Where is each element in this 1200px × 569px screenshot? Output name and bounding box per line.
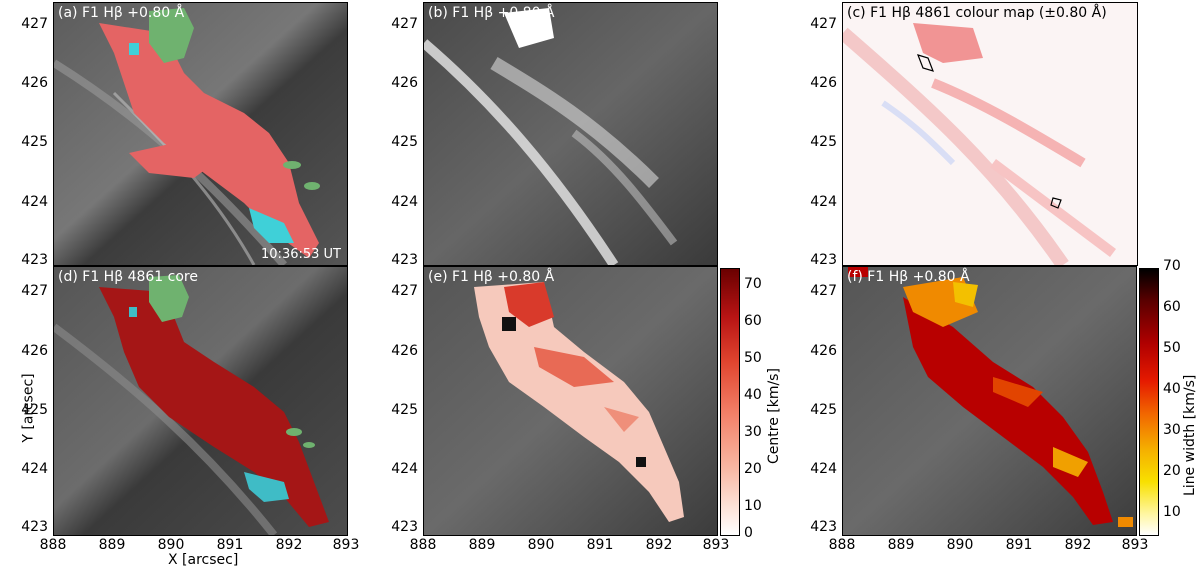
panel-f-title: (f) F1 Hβ +0.80 Å — [847, 269, 970, 285]
xtick-label: 889 — [98, 537, 126, 553]
colorbar-tick: 30 — [1163, 422, 1181, 438]
xtick-label: 890 — [527, 537, 555, 553]
ytick-label: 427 — [391, 16, 418, 32]
ytick-label: 426 — [810, 343, 837, 359]
ytick-label: 425 — [21, 134, 48, 150]
panel-d-title: (d) F1 Hβ 4861 core — [58, 269, 198, 285]
ytick-label: 423 — [21, 519, 48, 535]
ytick-label: 424 — [21, 461, 48, 477]
xtick-label: 891 — [1005, 537, 1033, 553]
mask-dark-red-region — [99, 287, 329, 527]
ytick-label: 427 — [21, 283, 48, 299]
xtick-label: 890 — [157, 537, 185, 553]
colorbar-tick: 20 — [744, 461, 762, 477]
ytick-label: 426 — [810, 75, 837, 91]
xtick-label: 888 — [409, 537, 437, 553]
xtick-label: 890 — [946, 537, 974, 553]
panel-a-image — [54, 3, 347, 265]
ytick-label: 425 — [391, 134, 418, 150]
xtick-label: 891 — [216, 537, 244, 553]
ytick-label: 426 — [391, 75, 418, 91]
mask-green-region — [149, 8, 194, 63]
panel-f: (f) F1 Hβ +0.80 Å — [842, 266, 1137, 536]
panel-e: (e) F1 Hβ +0.80 Å — [423, 266, 718, 536]
colorbar-tick: 40 — [1163, 381, 1181, 397]
ytick-label: 423 — [21, 252, 48, 268]
mask-red-region — [99, 23, 319, 258]
panel-a-title: (a) F1 Hβ +0.80 Å — [58, 5, 185, 21]
ytick-label: 424 — [391, 194, 418, 210]
panel-b: (b) F1 Hβ +0.80 Å — [423, 2, 718, 266]
xtick-label: 889 — [887, 537, 915, 553]
ytick-label: 427 — [810, 283, 837, 299]
colorbar-tick: 20 — [1163, 463, 1181, 479]
xtick-label: 893 — [332, 537, 360, 553]
colorbar-tick: 50 — [744, 350, 762, 366]
ytick-label: 423 — [391, 252, 418, 268]
panel-c-title: (c) F1 Hβ 4861 colour map (±0.80 Å) — [847, 5, 1107, 21]
ytick-label: 424 — [391, 461, 418, 477]
ytick-label: 425 — [21, 402, 48, 418]
ytick-label: 427 — [21, 16, 48, 32]
colorbar-tick: 60 — [744, 313, 762, 329]
panel-b-image — [424, 3, 717, 265]
colorbar-tick: 10 — [1163, 504, 1181, 520]
panel-e-image — [424, 267, 717, 535]
panel-e-title: (e) F1 Hβ +0.80 Å — [428, 269, 555, 285]
xtick-label: 893 — [702, 537, 730, 553]
ytick-label: 427 — [810, 16, 837, 32]
mask-centre-velocity — [474, 282, 684, 522]
xtick-label: 888 — [39, 537, 67, 553]
xtick-label: 888 — [828, 537, 856, 553]
ytick-label: 426 — [391, 343, 418, 359]
line-width-colorbar-label: Line width [km/s] — [1182, 374, 1198, 496]
ytick-label: 426 — [21, 343, 48, 359]
colorbar-tick: 70 — [744, 276, 762, 292]
ytick-label: 425 — [810, 402, 837, 418]
line-width-colorbar — [1139, 268, 1159, 536]
panel-f-image — [843, 267, 1136, 535]
ytick-label: 423 — [810, 252, 837, 268]
panel-d: (d) F1 Hβ 4861 core — [53, 266, 348, 536]
x-axis-label: X [arcsec] — [168, 552, 239, 568]
colorbar-tick: 30 — [744, 424, 762, 440]
ytick-label: 425 — [391, 402, 418, 418]
xtick-label: 893 — [1121, 537, 1149, 553]
y-axis-label: Y [arcsec] — [20, 373, 37, 443]
xtick-label: 891 — [586, 537, 614, 553]
ytick-label: 424 — [21, 194, 48, 210]
centre-colorbar — [720, 268, 740, 536]
xtick-label: 889 — [468, 537, 496, 553]
panel-d-image — [54, 267, 347, 535]
colorbar-tick: 50 — [1163, 340, 1181, 356]
colorbar-tick: 0 — [744, 525, 753, 541]
mask-cyan-region — [249, 208, 294, 243]
xtick-label: 892 — [1064, 537, 1092, 553]
colorbar-tick: 10 — [744, 498, 762, 514]
xtick-label: 892 — [275, 537, 303, 553]
timestamp: 10:36:53 UT — [261, 247, 341, 262]
panel-b-title: (b) F1 Hβ +0.80 Å — [428, 5, 555, 21]
colorbar-tick: 60 — [1163, 299, 1181, 315]
panel-c: (c) F1 Hβ 4861 colour map (±0.80 Å) — [842, 2, 1138, 266]
panel-c-colour-map — [843, 3, 1137, 265]
ytick-label: 427 — [391, 283, 418, 299]
ytick-label: 426 — [21, 75, 48, 91]
panel-a: (a) F1 Hβ +0.80 Å 10:36:53 UT — [53, 2, 348, 266]
colorbar-tick: 40 — [744, 387, 762, 403]
ytick-label: 423 — [391, 519, 418, 535]
ytick-label: 424 — [810, 461, 837, 477]
centre-colorbar-label: Centre [km/s] — [766, 368, 782, 464]
colorbar-tick: 70 — [1163, 258, 1181, 274]
xtick-label: 892 — [645, 537, 673, 553]
ytick-label: 424 — [810, 194, 837, 210]
ytick-label: 425 — [810, 134, 837, 150]
ytick-label: 423 — [810, 519, 837, 535]
